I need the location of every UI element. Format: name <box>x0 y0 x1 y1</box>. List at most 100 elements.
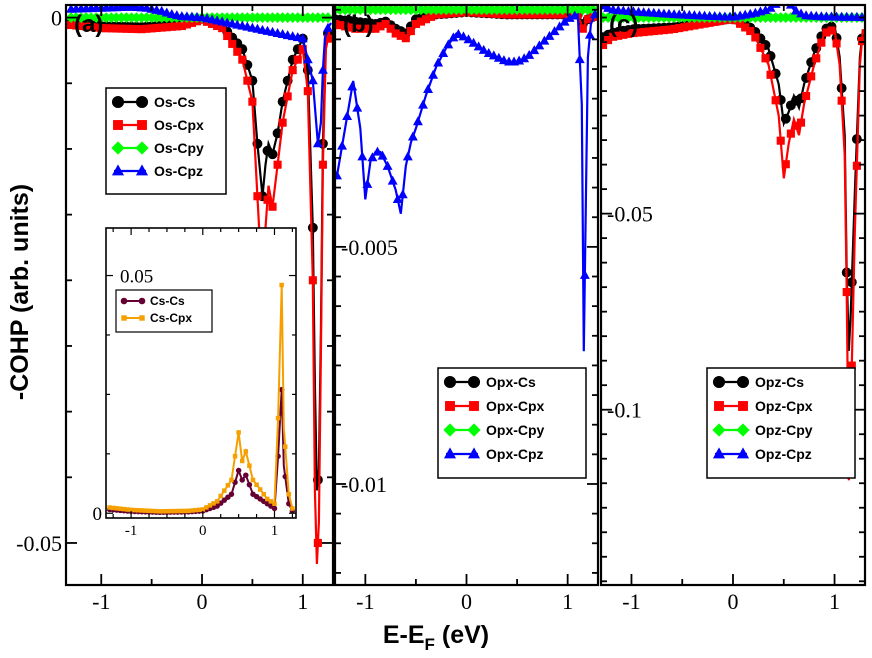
point-opz-cpx <box>624 29 633 38</box>
point-opx-cpz <box>362 178 373 188</box>
point-os-cpz <box>323 22 333 32</box>
panel-c: -1 0 1-0.05-0.1(c)Opz-CsOpz-CpxOpz-CpyOpz-… <box>599 3 867 614</box>
inset-point-cs-cpx <box>225 483 231 488</box>
legend-marker-opz-cpy <box>736 423 750 437</box>
point-opx-cpz <box>473 41 484 51</box>
point-opz-cpx <box>685 22 694 31</box>
point-opx-cpz <box>397 189 408 199</box>
point-os-cs <box>267 149 278 160</box>
legend-label-os-cpz: Os-Cpz <box>154 163 203 179</box>
x-tick-label: 0 <box>461 589 472 614</box>
point-opz-cpx <box>812 54 821 63</box>
point-os-cpz <box>307 75 318 85</box>
point-opx-cpz <box>579 269 590 279</box>
y-tick-label: -0.01 <box>341 472 387 497</box>
point-opx-cpx <box>336 21 345 30</box>
inset-x-tick-label: 0 <box>199 523 207 539</box>
point-opx-cpx <box>583 15 592 24</box>
point-os-cpx <box>77 21 86 31</box>
point-opz-cpz <box>857 12 865 22</box>
inset-point-cs-cpx <box>143 508 148 513</box>
inset-point-cs-cpx <box>214 499 220 504</box>
inset-point-cs-cpx <box>132 507 137 513</box>
point-opz-cpx <box>781 160 790 169</box>
inset-point-cs-cpx <box>153 508 159 514</box>
point-opz-cpx <box>654 26 663 35</box>
point-opx-cpz <box>519 53 530 63</box>
point-opz-cpx <box>741 23 750 32</box>
inset-point-cs-cpx <box>136 508 141 513</box>
point-os-cpx <box>107 24 116 33</box>
inset-point-cs-cpx <box>157 509 163 514</box>
inset-point-cs-cpx <box>114 506 120 511</box>
point-os-cpx <box>303 87 312 96</box>
point-opx-cpz <box>352 102 363 112</box>
inset-point-cs-cpx <box>200 507 206 512</box>
point-opx-cpx <box>361 24 370 33</box>
point-opx-cpz <box>438 47 449 57</box>
point-opz-cpx <box>776 136 785 145</box>
panel-frame <box>599 3 867 587</box>
point-opx-cpz <box>544 30 555 40</box>
point-opz-cpx <box>629 28 638 38</box>
legend-label-opx-cpz: Opx-Cpz <box>486 446 544 462</box>
point-os-cpx <box>92 23 101 32</box>
point-opx-cpz <box>539 35 550 45</box>
legend-marker-opx-cpy <box>467 423 481 437</box>
plot-area <box>66 5 333 565</box>
point-opx-cpx <box>376 22 385 31</box>
point-os-cpx <box>308 276 317 285</box>
point-opz-cpx <box>847 361 856 370</box>
series-line-opx-cpz <box>335 12 597 352</box>
point-opx-cpz <box>443 39 454 49</box>
point-opx-cpz <box>342 111 353 121</box>
legend-label-os-cpx: Os-Cpx <box>154 117 204 133</box>
inset-point-cs-cpx <box>218 493 223 499</box>
point-os-cpx <box>167 22 176 31</box>
legend-marker-opz-cpz <box>712 447 726 459</box>
point-opx-cpz <box>524 49 535 59</box>
legend: Os-Cs Os-Cpx Os-Cpy Os-Cpz <box>105 87 227 195</box>
inset-point-cs-cpx <box>290 506 295 511</box>
legend-marker-opz-cpx <box>738 401 748 411</box>
point-os-cpx <box>182 20 191 29</box>
x-tick-label: 0 <box>728 589 739 614</box>
inset-point-cs-cpx <box>232 453 238 459</box>
panel-frame <box>64 3 335 587</box>
point-os-cpx <box>238 55 247 64</box>
inset-point-cs-cpx <box>207 503 213 508</box>
inset-legend-marker-cs-cpx <box>121 315 127 321</box>
point-opz-cpx <box>822 28 831 37</box>
legend-marker-opz-cpx <box>714 401 724 411</box>
x-tick-label: 1 <box>562 589 573 614</box>
point-opx-cpz <box>412 116 423 126</box>
inset-point-cs-cpx <box>222 488 227 493</box>
point-opz-cpx <box>601 40 608 50</box>
point-os-cpx <box>72 21 81 30</box>
point-opx-cpz <box>367 152 378 162</box>
point-os-cpx <box>288 66 297 75</box>
point-opz-cpx <box>619 30 628 39</box>
point-os-cpz <box>317 64 328 74</box>
point-os-cpx <box>122 24 131 33</box>
x-axis-title-sub: F <box>425 635 435 654</box>
point-os-cpx <box>172 22 181 31</box>
legend-label-opx-cpx: Opx-Cpx <box>486 398 545 414</box>
panel-b: -1 0 1-0.005-0.01(b)Opx-CsOpx-CpxOpx-CpyOp… <box>333 3 600 614</box>
point-opz-cpx <box>766 70 775 79</box>
legend-label-opz-cpy: Opz-Cpy <box>755 422 813 438</box>
inset-legend-label-cs-cpx: Cs-Cpx <box>150 311 192 325</box>
point-opx-cpz <box>468 37 479 47</box>
point-opx-cpz <box>453 29 464 39</box>
point-opx-cpz <box>428 69 439 79</box>
x-tick-label: -1 <box>622 589 640 614</box>
point-opx-cpx <box>427 12 436 21</box>
inset: -1 0 1 0 0.05 Cs-Cs Cs-Cpx <box>93 227 297 539</box>
legend-marker-os-cs <box>135 95 149 109</box>
legend-marker-opz-cs <box>736 375 750 389</box>
x-axis-title: E-EF (eV) <box>383 621 489 654</box>
inset-point-cs-cpx <box>125 507 130 512</box>
inset-point-cs-cpx <box>161 509 166 514</box>
inset-point-cs-cpx <box>239 458 245 464</box>
